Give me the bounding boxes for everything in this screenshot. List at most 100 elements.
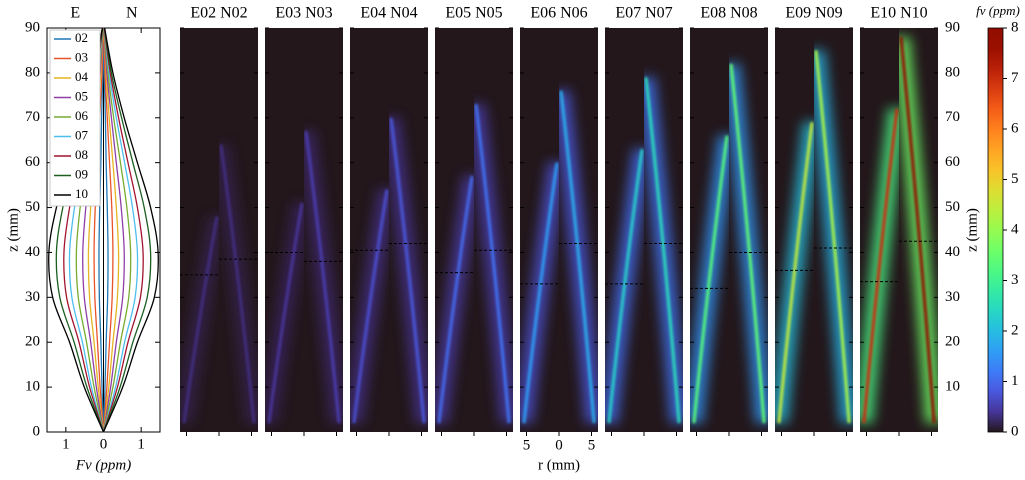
y-tick-label: 70 <box>25 109 40 125</box>
x-axis-label: Fv (ppm) <box>75 457 131 473</box>
flame-core <box>522 162 559 424</box>
colorbar-tick-label: 7 <box>1011 70 1019 86</box>
profile-line <box>102 27 144 433</box>
y-tick-label: 50 <box>25 199 40 215</box>
x-tick-label: 0 <box>100 436 108 452</box>
heatmap-half <box>775 121 814 424</box>
side-label: E <box>70 5 80 22</box>
legend-label: 06 <box>75 108 89 123</box>
y-tick-label: 70 <box>945 109 960 125</box>
heatmap-half <box>180 214 219 425</box>
x-tick-label: 1 <box>137 436 145 452</box>
r-tick-label: 5 <box>523 437 531 453</box>
flame-core <box>559 90 596 424</box>
profile-line <box>102 27 132 433</box>
r-tick-label: 5 <box>588 437 596 453</box>
y-tick-label: 60 <box>25 154 40 170</box>
panel-title: E04 N04 <box>360 5 417 22</box>
legend-box <box>49 29 101 207</box>
panel-title: E08 N08 <box>700 5 757 22</box>
legend-label: 05 <box>75 88 88 103</box>
x-axis-label: r (mm) <box>538 457 580 473</box>
legend-label: 04 <box>75 69 89 84</box>
colorbar <box>987 27 1004 433</box>
heatmap-half <box>350 188 389 425</box>
flame-core <box>182 216 219 424</box>
flame-core <box>304 131 341 424</box>
y-tick-label: 90 <box>25 19 40 35</box>
legend-label: 09 <box>75 166 88 181</box>
colorbar-tick-label: 3 <box>1011 272 1019 288</box>
flame-core <box>777 122 814 424</box>
flame-core <box>474 104 511 424</box>
flame-core <box>692 135 729 424</box>
colorbar-tick-label: 4 <box>1011 221 1019 237</box>
colorbar-tick-label: 5 <box>1011 171 1019 187</box>
heatmap-half <box>520 161 559 425</box>
flame-core <box>352 189 389 424</box>
heatmap-half <box>860 107 899 424</box>
heatmap-half <box>304 130 343 424</box>
panel-title: E10 N10 <box>870 5 927 22</box>
flame-core <box>814 50 851 424</box>
y-tick-label: 0 <box>33 423 41 439</box>
y-tick-label: 80 <box>945 64 960 80</box>
heatmap-half <box>814 49 853 424</box>
flame-core <box>607 148 644 424</box>
heatmap-half <box>474 103 513 424</box>
heatmap-half <box>729 62 768 424</box>
heatmap-half <box>435 174 474 425</box>
side-label: N <box>126 5 138 22</box>
legend-label: 02 <box>75 30 88 45</box>
y-tick-label: 50 <box>945 199 960 215</box>
panel-title: E06 N06 <box>530 5 587 22</box>
legend-label: 10 <box>75 186 88 201</box>
r-tick-label: 0 <box>555 437 563 453</box>
heatmap-half <box>219 143 258 424</box>
legend-label: 07 <box>75 127 89 142</box>
y-tick-label: 30 <box>945 289 960 305</box>
y-tick-label: 20 <box>25 334 40 350</box>
profile-line <box>98 27 105 433</box>
panel-title: E05 N05 <box>445 5 502 22</box>
y-tick-label: 80 <box>25 64 40 80</box>
flame-core <box>899 36 936 424</box>
heatmap-half <box>389 116 428 424</box>
flame-core <box>862 108 899 424</box>
profile-line <box>102 27 152 433</box>
heatmap-half <box>899 36 938 424</box>
x-tick-label: 1 <box>62 436 70 452</box>
heatmap-half <box>559 89 598 424</box>
flame-core <box>389 117 426 424</box>
y-tick-label: 20 <box>945 334 960 350</box>
colorbar-tick-label: 0 <box>1011 423 1019 439</box>
y-tick-label: 40 <box>945 244 960 260</box>
colorbar-tick-label: 1 <box>1011 373 1019 389</box>
profile-line <box>102 27 125 433</box>
heatmap-half <box>265 201 304 425</box>
y-axis-label: z (mm) <box>964 208 980 252</box>
colorbar-label: fv (ppm) <box>976 3 1020 18</box>
colorbar-tick-label: 6 <box>1011 120 1019 136</box>
y-tick-label: 10 <box>945 379 960 395</box>
heatmap-half <box>605 147 644 424</box>
y-tick-label: 60 <box>945 154 960 170</box>
colorbar-tick-label: 8 <box>1011 19 1019 35</box>
legend-label: 08 <box>75 147 88 162</box>
y-tick-label: 30 <box>25 289 40 305</box>
flame-core <box>644 77 681 424</box>
flame-core <box>267 202 304 424</box>
panel-title: E09 N09 <box>785 5 842 22</box>
panel-title: E07 N07 <box>615 5 672 22</box>
y-axis-label: z (mm) <box>5 208 21 252</box>
profile-line <box>93 27 105 433</box>
heatmap-half <box>644 76 683 424</box>
panel-title: E02 N02 <box>190 5 247 22</box>
colorbar-tick-label: 2 <box>1011 322 1019 338</box>
profile-line <box>102 27 109 433</box>
profile-line <box>102 27 159 433</box>
flame-core <box>219 144 256 424</box>
heatmap-half <box>690 134 729 424</box>
